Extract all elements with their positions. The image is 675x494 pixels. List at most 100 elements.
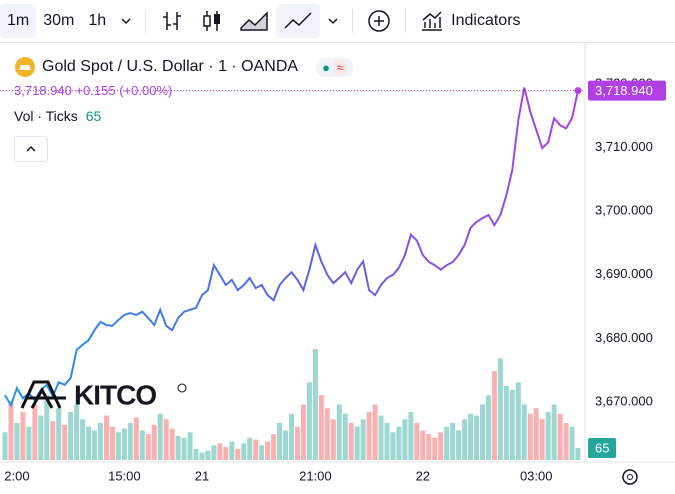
x-tick-label: 21 <box>195 468 209 483</box>
volume-bar <box>318 395 324 460</box>
volume-bar <box>557 413 563 460</box>
volume-bar <box>432 437 438 460</box>
volume-bar <box>390 432 396 460</box>
settings-icon[interactable] <box>622 469 638 485</box>
compare-button[interactable] <box>359 4 399 38</box>
volume-bar <box>62 424 68 460</box>
volume-bar <box>539 419 545 460</box>
volume-bar <box>563 423 569 460</box>
volume-bar <box>306 382 312 460</box>
volume-bar <box>163 419 169 460</box>
y-tick-label: 3,670.000 <box>595 394 653 409</box>
volume-bar <box>342 413 348 460</box>
price-tag <box>588 80 666 101</box>
volume-tag <box>588 437 616 458</box>
volume-tag-label: 65 <box>595 440 609 455</box>
volume-bar <box>408 411 414 460</box>
symbol-title: Gold Spot / U.S. Dollar · 1 · OANDA <box>42 58 299 75</box>
volume-bar <box>354 426 360 460</box>
candles-button[interactable] <box>192 4 232 38</box>
collapse-button[interactable] <box>14 136 48 162</box>
volume-bar <box>462 419 468 460</box>
volume-layer <box>2 349 581 460</box>
volume-bar <box>26 426 32 460</box>
volume-bar <box>103 415 109 460</box>
icon <box>203 11 221 31</box>
volume-bar <box>330 419 336 460</box>
volume-bar <box>133 417 139 460</box>
dropdown[interactable] <box>113 4 139 38</box>
icon <box>163 12 182 30</box>
indicators-button[interactable]: Indicators <box>412 4 527 38</box>
volume-bar <box>229 441 235 460</box>
volume-bar <box>545 411 551 460</box>
volume-bar <box>92 430 98 460</box>
price-line <box>4 87 579 408</box>
dropdown[interactable] <box>320 4 346 38</box>
symbol-icon <box>15 57 35 77</box>
area-button[interactable] <box>232 4 276 38</box>
chevron <box>121 18 131 25</box>
volume-bar <box>300 404 306 460</box>
volume-bar <box>521 404 527 460</box>
volume-bar <box>491 371 497 460</box>
volume-bar <box>324 408 330 460</box>
y-tick-label: 3,700.000 <box>595 203 653 218</box>
volume-bar <box>169 428 175 460</box>
price-row: 3,718.940 +0.155 (+0.00%) <box>14 83 172 98</box>
volume-bar <box>181 437 187 460</box>
volume-bar <box>265 441 271 460</box>
volume-bar <box>283 430 289 460</box>
icon <box>422 11 443 31</box>
volume-bar <box>450 423 456 460</box>
y-tick-label: 3,710.000 <box>595 139 653 154</box>
interval-button[interactable]: 30m <box>43 12 75 29</box>
volume-bar <box>575 447 581 460</box>
separator <box>145 9 147 33</box>
volume-bar <box>348 423 354 460</box>
interval-button[interactable]: 1m <box>0 4 37 38</box>
x-tick-label: 21:00 <box>299 468 332 483</box>
volume-bar <box>485 395 491 460</box>
volume-bar <box>235 448 241 460</box>
volume-bar <box>205 450 211 460</box>
volume-bar <box>157 413 163 460</box>
volume-bar <box>121 428 127 460</box>
volume-bar <box>8 400 14 460</box>
volume-bar <box>127 423 133 460</box>
volume-bar <box>533 408 539 460</box>
volume-bar <box>44 395 50 460</box>
volume-bar <box>360 419 366 460</box>
chevron <box>26 145 36 152</box>
volume-name: Vol · Ticks <box>14 108 78 124</box>
volume-bar <box>50 421 56 460</box>
status-badge[interactable]: ● ≈ <box>316 57 353 77</box>
volume-bar <box>426 434 432 460</box>
volume-bar <box>271 434 277 460</box>
volume-bar <box>414 423 420 460</box>
change-pct: (+0.00%) <box>119 83 173 98</box>
bars-button[interactable] <box>152 4 192 38</box>
x-tick-label: 03:00 <box>520 468 553 483</box>
volume-bar <box>551 404 557 460</box>
volume-bar <box>569 426 575 460</box>
volume-bar <box>14 423 20 460</box>
change: +0.155 <box>75 83 116 98</box>
y-tick-label: 3,680.000 <box>595 330 653 345</box>
icon <box>240 11 268 31</box>
line-button[interactable] <box>276 4 321 38</box>
volume-bar <box>74 404 80 460</box>
volume-bar <box>289 413 294 460</box>
volume-bar <box>223 447 229 460</box>
volume-bar <box>277 423 283 460</box>
volume-bar <box>80 419 86 460</box>
interval-button[interactable]: 1h <box>88 12 107 29</box>
volume-bar <box>456 430 462 460</box>
volume-bar <box>193 448 199 460</box>
volume-bar <box>480 404 485 460</box>
volume-bar <box>396 426 402 460</box>
last-point <box>574 87 582 95</box>
volume-bar <box>98 423 103 460</box>
x-tick-label: 2:00 <box>4 468 29 483</box>
